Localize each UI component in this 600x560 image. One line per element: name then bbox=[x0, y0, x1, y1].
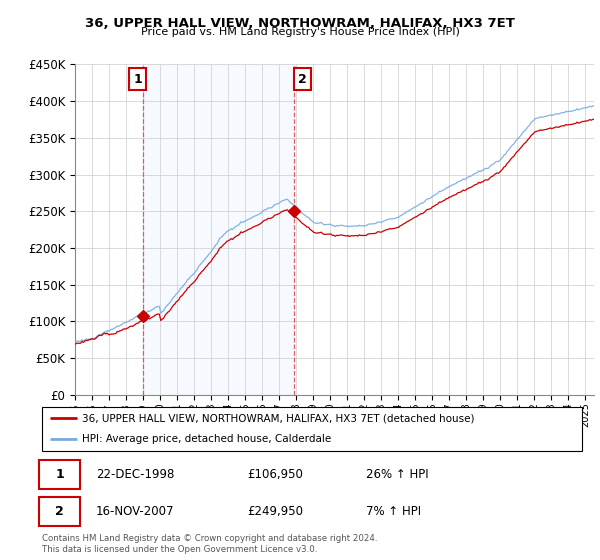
Text: 36, UPPER HALL VIEW, NORTHOWRAM, HALIFAX, HX3 7ET (detached house): 36, UPPER HALL VIEW, NORTHOWRAM, HALIFAX… bbox=[83, 413, 475, 423]
Text: 36, UPPER HALL VIEW, NORTHOWRAM, HALIFAX, HX3 7ET: 36, UPPER HALL VIEW, NORTHOWRAM, HALIFAX… bbox=[85, 17, 515, 30]
Text: 1: 1 bbox=[55, 468, 64, 481]
Text: 26% ↑ HPI: 26% ↑ HPI bbox=[366, 468, 428, 481]
Text: £249,950: £249,950 bbox=[247, 505, 303, 518]
Text: 7% ↑ HPI: 7% ↑ HPI bbox=[366, 505, 421, 518]
Text: £106,950: £106,950 bbox=[247, 468, 303, 481]
Text: 2: 2 bbox=[55, 505, 64, 518]
FancyBboxPatch shape bbox=[40, 460, 80, 489]
FancyBboxPatch shape bbox=[40, 497, 80, 526]
FancyBboxPatch shape bbox=[42, 407, 582, 451]
Text: 2: 2 bbox=[298, 73, 307, 86]
Text: Contains HM Land Registry data © Crown copyright and database right 2024.
This d: Contains HM Land Registry data © Crown c… bbox=[42, 534, 377, 554]
Text: HPI: Average price, detached house, Calderdale: HPI: Average price, detached house, Cald… bbox=[83, 435, 332, 445]
Bar bbox=[143, 64, 294, 395]
Text: 1: 1 bbox=[133, 73, 142, 86]
Text: 22-DEC-1998: 22-DEC-1998 bbox=[96, 468, 175, 481]
Text: 16-NOV-2007: 16-NOV-2007 bbox=[96, 505, 175, 518]
Text: Price paid vs. HM Land Registry's House Price Index (HPI): Price paid vs. HM Land Registry's House … bbox=[140, 27, 460, 37]
